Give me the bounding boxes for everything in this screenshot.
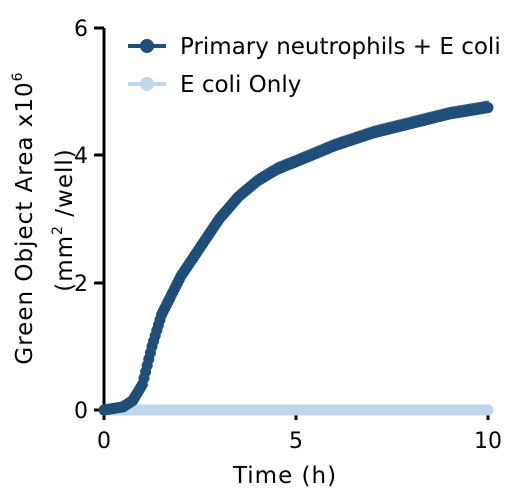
- y-axis-title: Green Object Area x106: [10, 71, 38, 364]
- legend-label-ecoli: E coli Only: [180, 72, 301, 98]
- y-axis-title-line1: Green Object Area x10: [12, 81, 38, 364]
- x-axis-title: Time (h): [232, 463, 337, 489]
- svg-text:Green Object Area x106: Green Object Area x106: [10, 71, 38, 364]
- data-point-series-1: [482, 404, 494, 416]
- data-point-series-0: [482, 102, 494, 114]
- legend-marker-neutrophils: [140, 39, 154, 53]
- legend-label-neutrophils: Primary neutrophils + E coli: [180, 34, 501, 60]
- y-tick-label-6: 6: [74, 17, 88, 42]
- series-e-coli-only: [98, 404, 494, 416]
- y-axis-unit-a: (mm: [52, 235, 78, 292]
- y-tick-label-4: 4: [74, 144, 88, 169]
- y-axis-subtitle: (mm2 /well): [50, 148, 78, 292]
- y-tick-label-0: 0: [74, 399, 88, 424]
- y-axis-unit-b: /well): [52, 148, 78, 225]
- legend-marker-ecoli: [140, 77, 154, 91]
- y-axis-title-exp: 6: [10, 71, 26, 81]
- legend: Primary neutrophils + E coli E coli Only: [128, 34, 501, 98]
- svg-text:(mm2 /well): (mm2 /well): [50, 148, 78, 292]
- y-tick-label-2: 2: [74, 272, 88, 297]
- x-tick-label-0: 0: [97, 429, 111, 454]
- x-tick-label-5: 5: [289, 429, 303, 454]
- x-tick-label-10: 10: [474, 429, 502, 454]
- series-primary-neutrophils: [98, 100, 494, 416]
- y-axis-unit-exp: 2: [50, 225, 66, 235]
